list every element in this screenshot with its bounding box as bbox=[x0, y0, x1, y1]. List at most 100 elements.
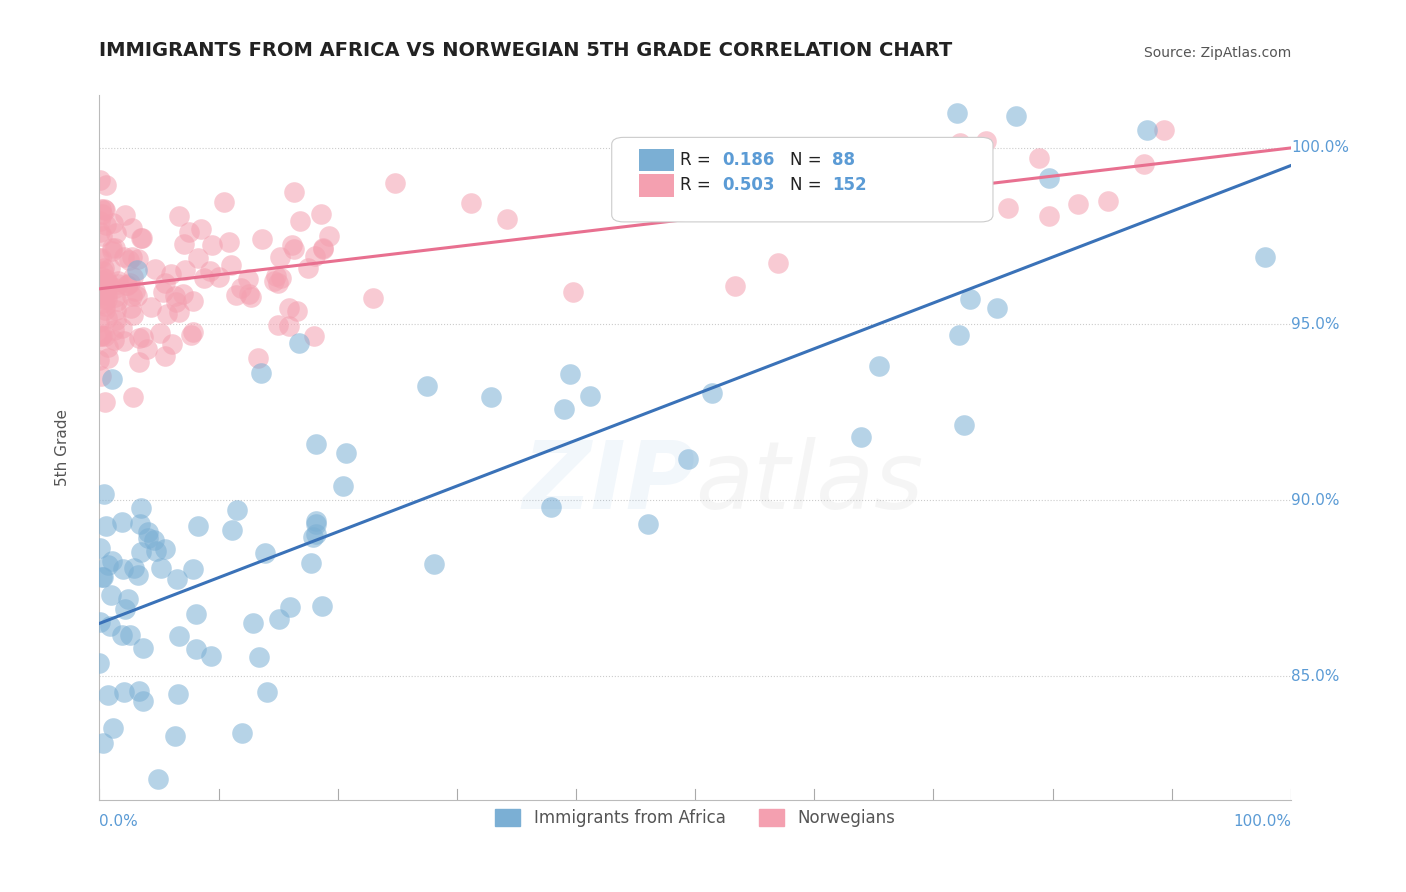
Point bbox=[246, 351, 269, 365]
Point bbox=[948, 327, 970, 342]
Point bbox=[104, 281, 127, 295]
Point bbox=[285, 304, 308, 318]
Point bbox=[91, 207, 114, 221]
Point bbox=[104, 241, 127, 255]
Point bbox=[997, 201, 1019, 215]
Point bbox=[107, 277, 129, 291]
Point bbox=[114, 684, 136, 698]
Point bbox=[94, 277, 117, 291]
Point bbox=[986, 301, 1008, 315]
Point bbox=[309, 206, 332, 220]
Point bbox=[280, 600, 302, 615]
Point bbox=[288, 213, 311, 227]
Point bbox=[238, 287, 260, 301]
Point bbox=[107, 274, 129, 288]
Point bbox=[166, 572, 188, 586]
Point bbox=[90, 228, 112, 243]
Point bbox=[89, 251, 111, 265]
Point bbox=[267, 612, 290, 626]
Point bbox=[868, 359, 890, 374]
Point bbox=[128, 355, 150, 369]
Point bbox=[91, 570, 114, 584]
Point bbox=[165, 288, 187, 302]
Point bbox=[827, 178, 849, 192]
Point bbox=[128, 331, 150, 345]
Point bbox=[121, 308, 143, 322]
Text: 0.503: 0.503 bbox=[723, 177, 775, 194]
Legend: Immigrants from Africa, Norwegians: Immigrants from Africa, Norwegians bbox=[488, 802, 901, 833]
Point bbox=[460, 196, 482, 211]
Point bbox=[90, 202, 112, 217]
Point bbox=[281, 238, 304, 252]
Point bbox=[166, 687, 188, 701]
Point bbox=[96, 558, 118, 573]
Point bbox=[96, 292, 118, 306]
Point bbox=[129, 500, 152, 515]
Point bbox=[180, 328, 202, 343]
Point bbox=[637, 516, 659, 531]
Point bbox=[93, 487, 115, 501]
Point bbox=[250, 366, 273, 380]
Point bbox=[89, 541, 111, 555]
Text: 100.0%: 100.0% bbox=[1291, 140, 1348, 155]
Point bbox=[153, 277, 176, 291]
Point bbox=[561, 285, 583, 300]
Point bbox=[146, 772, 169, 787]
Point bbox=[156, 307, 179, 321]
Point bbox=[676, 452, 699, 467]
Point bbox=[150, 561, 173, 575]
Point bbox=[287, 336, 309, 351]
Point bbox=[93, 292, 115, 306]
Point bbox=[173, 237, 195, 252]
Point bbox=[312, 241, 335, 255]
Point bbox=[1038, 170, 1060, 185]
Point bbox=[97, 276, 120, 290]
Text: 0.0%: 0.0% bbox=[100, 814, 138, 829]
Point bbox=[165, 294, 187, 309]
Point bbox=[1254, 250, 1277, 264]
Point bbox=[96, 271, 118, 285]
Point bbox=[94, 328, 117, 343]
Point bbox=[305, 527, 328, 541]
Point bbox=[198, 264, 221, 278]
Point bbox=[103, 215, 125, 229]
Point bbox=[143, 262, 166, 277]
Point bbox=[105, 293, 128, 308]
Point bbox=[974, 134, 997, 148]
Point bbox=[131, 329, 153, 343]
Text: 90.0%: 90.0% bbox=[1291, 492, 1340, 508]
Point bbox=[186, 607, 208, 621]
Point bbox=[127, 252, 149, 266]
Point bbox=[89, 656, 111, 670]
Point bbox=[100, 618, 122, 632]
Point bbox=[127, 567, 149, 582]
Point bbox=[361, 291, 384, 305]
Point bbox=[200, 648, 222, 663]
Point bbox=[104, 290, 127, 304]
Point bbox=[305, 516, 328, 531]
Text: N =: N = bbox=[790, 177, 823, 194]
Point bbox=[101, 241, 124, 255]
Text: atlas: atlas bbox=[695, 437, 924, 528]
Point bbox=[277, 301, 299, 315]
Text: 95.0%: 95.0% bbox=[1291, 317, 1340, 332]
Point bbox=[131, 230, 153, 244]
Point bbox=[103, 323, 125, 337]
Text: 5th Grade: 5th Grade bbox=[55, 409, 70, 486]
Point bbox=[96, 351, 118, 365]
Point bbox=[111, 627, 134, 641]
Point bbox=[201, 238, 224, 252]
Point bbox=[263, 274, 285, 288]
Point bbox=[89, 214, 111, 228]
Point bbox=[1153, 123, 1175, 137]
Point bbox=[277, 318, 299, 333]
Point bbox=[90, 570, 112, 584]
Point bbox=[94, 518, 117, 533]
Point bbox=[141, 300, 163, 314]
Point bbox=[256, 685, 278, 699]
Point bbox=[264, 268, 287, 283]
Point bbox=[89, 273, 111, 287]
Point bbox=[540, 500, 562, 515]
Point bbox=[152, 285, 174, 299]
Point bbox=[242, 615, 264, 630]
